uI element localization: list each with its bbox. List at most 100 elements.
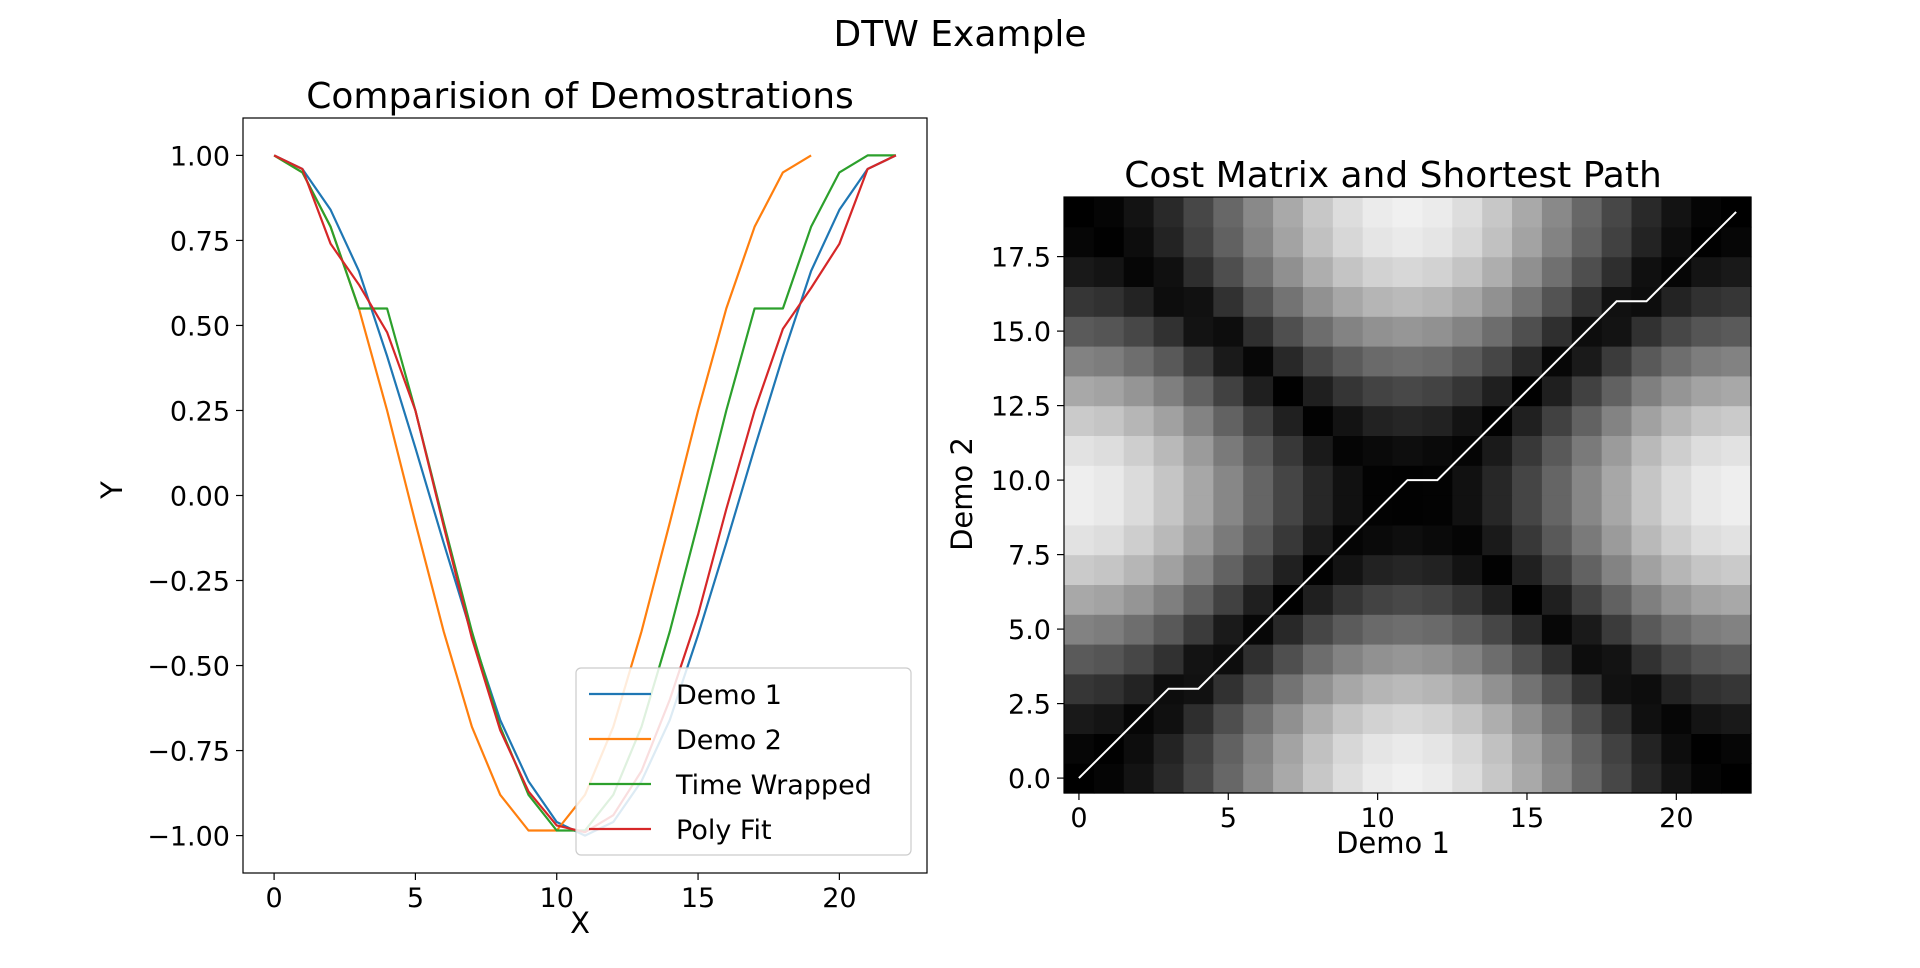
heatmap-cell — [1452, 465, 1483, 496]
heatmap-cell — [1452, 524, 1483, 556]
heatmap-cell — [1362, 286, 1394, 317]
heatmap-cell — [1601, 316, 1633, 347]
heatmap-cell — [1512, 614, 1543, 645]
heatmap-cell — [1213, 703, 1244, 734]
heatmap-cell — [1691, 495, 1722, 526]
heatmap-cell — [1601, 673, 1633, 705]
heatmap-cell — [1213, 495, 1244, 526]
heatmap-chart: Cost Matrix and Shortest Path 0 5 10 15 20 0.… — [945, 155, 1752, 860]
heatmap-cell — [1541, 733, 1573, 764]
heatmap-cell — [1273, 673, 1304, 705]
heatmap-cell — [1541, 673, 1573, 705]
heatmap-cell — [1691, 465, 1722, 496]
heatmap-cell — [1093, 703, 1125, 734]
heatmap-cell — [1691, 197, 1722, 228]
heatmap-cell — [1422, 554, 1453, 585]
heatmap-cell — [1691, 346, 1722, 377]
heatmap-cell — [1661, 644, 1692, 675]
heatmap-cell — [1631, 346, 1662, 377]
heatmap-cell — [1093, 286, 1125, 317]
heatmap-y-tick-label: 7.5 — [1008, 541, 1051, 572]
heatmap-cell — [1422, 524, 1453, 556]
heatmap-cell — [1512, 197, 1543, 228]
heatmap-cell — [1183, 495, 1214, 526]
heatmap-cell — [1691, 614, 1722, 645]
heatmap-cell — [1631, 256, 1662, 287]
heatmap-cell — [1213, 584, 1244, 615]
heatmap-cell — [1452, 405, 1483, 436]
heatmap-cell — [1512, 524, 1543, 556]
line-chart-plot-area: 0 5 10 15 20 1.00 0.75 0.50 0.25 0.00 −0.25 −0.50 −0… — [147, 117, 928, 914]
heatmap-cell — [1512, 763, 1543, 794]
heatmap-cell — [1631, 405, 1662, 436]
heatmap-cell — [1422, 703, 1453, 734]
heatmap-cell — [1721, 554, 1752, 585]
heatmap-cell — [1123, 614, 1155, 645]
heatmap-cell — [1661, 763, 1692, 794]
heatmap-cell — [1243, 644, 1274, 675]
heatmap-y-tick-label: 0.0 — [1008, 764, 1051, 795]
heatmap-cell — [1153, 286, 1185, 317]
heatmap-cell — [1512, 346, 1543, 377]
heatmap-cell — [1123, 733, 1155, 764]
heatmap-cell — [1243, 226, 1274, 258]
heatmap-cell — [1482, 584, 1513, 615]
heatmap-cell — [1123, 375, 1155, 407]
heatmap-cell — [1332, 405, 1364, 436]
heatmap-cell — [1422, 256, 1453, 287]
heatmap-cell — [1482, 733, 1513, 764]
heatmap-cell — [1273, 763, 1304, 794]
heatmap-cell — [1302, 465, 1334, 496]
heatmap-cell — [1601, 197, 1633, 228]
x-tick-label: 15 — [681, 883, 715, 914]
heatmap-cell — [1721, 375, 1752, 407]
heatmap-cell — [1213, 226, 1244, 258]
heatmap-cell — [1153, 435, 1185, 466]
legend-label: Poly Fit — [676, 815, 772, 846]
heatmap-cell — [1661, 554, 1692, 585]
heatmap-cell — [1392, 673, 1424, 705]
heatmap-cell — [1571, 375, 1603, 407]
heatmap-cell — [1362, 644, 1394, 675]
heatmap-cell — [1571, 405, 1603, 436]
heatmap-cell — [1631, 554, 1662, 585]
heatmap-cell — [1661, 226, 1692, 258]
heatmap-cell — [1273, 465, 1304, 496]
heatmap-cell — [1153, 584, 1185, 615]
heatmap-cell — [1153, 524, 1185, 556]
heatmap-cell — [1093, 614, 1125, 645]
heatmap-cell — [1422, 733, 1453, 764]
heatmap-cell — [1183, 703, 1214, 734]
heatmap-cell — [1213, 435, 1244, 466]
heatmap-cell — [1601, 435, 1633, 466]
heatmap-cell — [1064, 584, 1095, 615]
heatmap-cell — [1302, 703, 1334, 734]
heatmap-cell — [1452, 554, 1483, 585]
heatmap-cell — [1601, 763, 1633, 794]
heatmap-cell — [1183, 584, 1214, 615]
heatmap-cell — [1452, 733, 1483, 764]
heatmap-cell — [1093, 584, 1125, 615]
heatmap-cell — [1661, 405, 1692, 436]
heatmap-cell — [1541, 226, 1573, 258]
heatmap-cell — [1661, 375, 1692, 407]
heatmap-cell — [1183, 644, 1214, 675]
heatmap-cell — [1721, 316, 1752, 347]
heatmap-cell — [1362, 703, 1394, 734]
heatmap-cell — [1422, 197, 1453, 228]
heatmap-cell — [1482, 375, 1513, 407]
heatmap-cell — [1541, 524, 1573, 556]
heatmap-cell — [1273, 226, 1304, 258]
heatmap-cell — [1452, 346, 1483, 377]
heatmap-cell — [1183, 226, 1214, 258]
heatmap-cell — [1422, 495, 1453, 526]
heatmap-cell — [1302, 524, 1334, 556]
heatmap-cell — [1482, 763, 1513, 794]
heatmap-cell — [1631, 197, 1662, 228]
heatmap-y-tick-label: 2.5 — [1008, 690, 1051, 721]
heatmap-cell — [1541, 256, 1573, 287]
x-tick-label: 10 — [540, 883, 574, 914]
heatmap-cell — [1273, 733, 1304, 764]
heatmap-cell — [1332, 226, 1364, 258]
series-line-2 — [273, 154, 812, 832]
